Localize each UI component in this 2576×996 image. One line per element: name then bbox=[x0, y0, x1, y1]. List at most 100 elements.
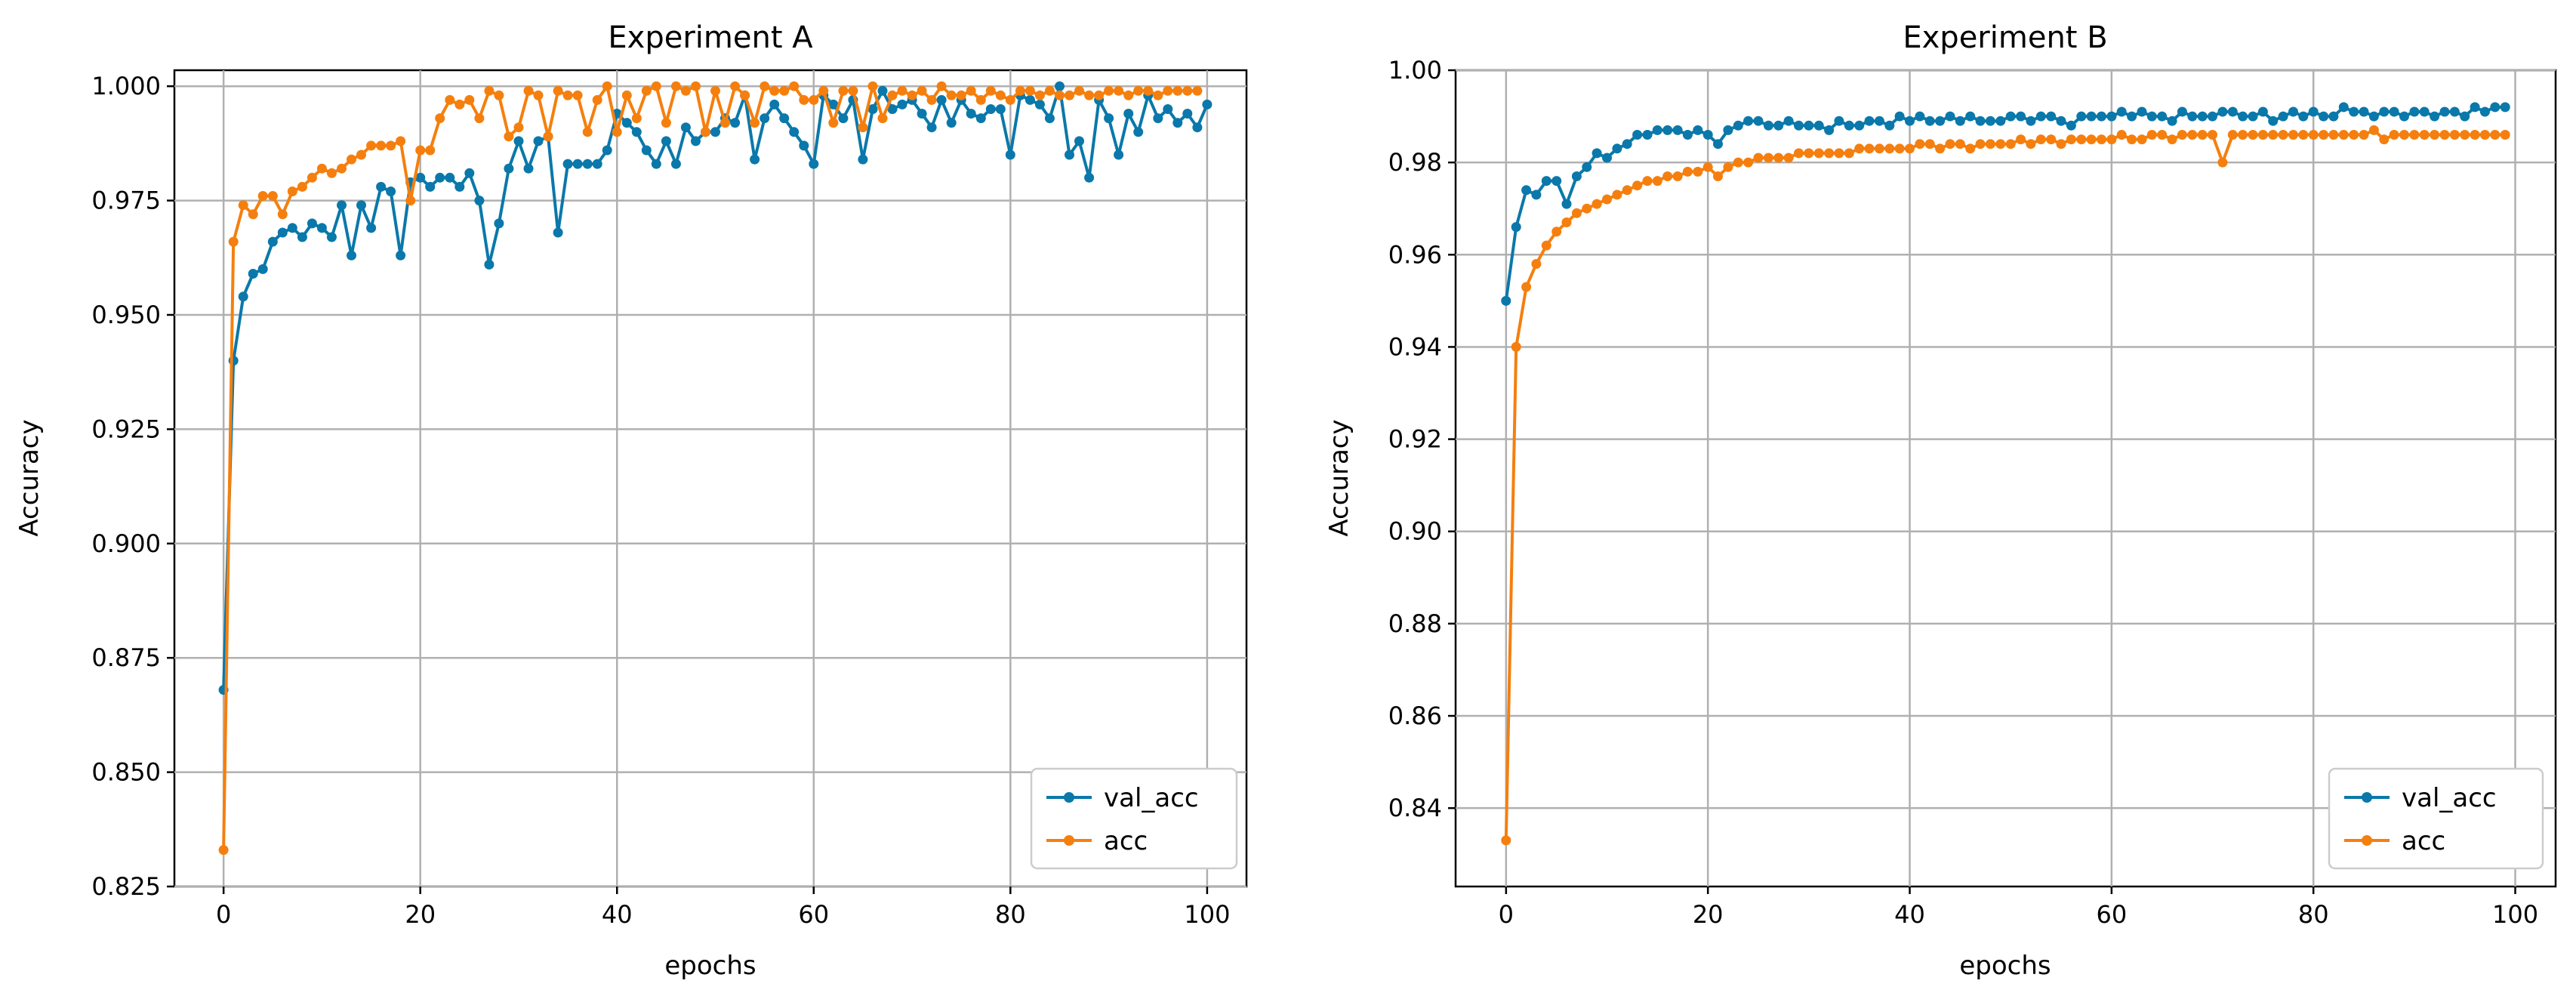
data-point-acc bbox=[218, 845, 229, 856]
data-point-val-acc bbox=[2449, 106, 2460, 117]
data-point-acc bbox=[1844, 148, 1854, 159]
data-point-val-acc bbox=[2137, 106, 2147, 117]
y-tick-label: 0.900 bbox=[91, 529, 161, 558]
data-point-val-acc bbox=[2035, 111, 2046, 122]
data-point-acc bbox=[877, 113, 888, 124]
data-point-acc bbox=[680, 85, 691, 96]
legend-marker-val-acc bbox=[1064, 792, 1074, 803]
data-point-val-acc bbox=[445, 172, 455, 183]
data-point-val-acc bbox=[1163, 104, 1173, 114]
data-point-val-acc bbox=[750, 154, 760, 165]
x-tick-label: 0 bbox=[1499, 900, 1514, 929]
data-point-val-acc bbox=[553, 227, 563, 238]
data-point-val-acc bbox=[1874, 116, 1884, 126]
data-point-acc bbox=[277, 209, 288, 220]
data-point-val-acc bbox=[1975, 116, 1986, 126]
data-point-acc bbox=[2319, 130, 2329, 140]
data-point-acc bbox=[376, 140, 387, 151]
data-point-val-acc bbox=[297, 232, 307, 242]
data-point-val-acc bbox=[2056, 116, 2066, 126]
chart-experiment-b: 0 20 40 60 80 100 0.84 0.86 0.88 0.90 0.92 0.94 0.96… bbox=[1324, 20, 2557, 981]
data-point-val-acc bbox=[828, 99, 839, 109]
y-tick-label: 0.92 bbox=[1388, 425, 1442, 454]
data-point-acc bbox=[2328, 130, 2339, 140]
y-tick-label: 0.94 bbox=[1388, 332, 1442, 361]
data-point-val-acc bbox=[936, 94, 947, 105]
data-point-val-acc bbox=[730, 118, 741, 128]
data-point-val-acc bbox=[1133, 127, 1144, 137]
data-point-val-acc bbox=[670, 159, 681, 169]
legend-label-val-acc: val_acc bbox=[1104, 783, 1199, 813]
data-point-val-acc bbox=[2116, 106, 2127, 117]
data-point-val-acc bbox=[2490, 102, 2501, 113]
data-point-val-acc bbox=[1172, 118, 1183, 128]
data-point-val-acc bbox=[2227, 106, 2238, 117]
y-tick-label: 1.000 bbox=[91, 72, 161, 100]
data-point-val-acc bbox=[2389, 106, 2399, 117]
data-point-acc bbox=[464, 94, 475, 105]
data-point-acc bbox=[1044, 85, 1055, 96]
data-point-acc bbox=[238, 200, 248, 211]
data-point-val-acc bbox=[464, 168, 475, 178]
data-point-val-acc bbox=[1834, 116, 1844, 126]
data-point-val-acc bbox=[1561, 199, 1572, 209]
data-point-acc bbox=[1652, 176, 1662, 187]
data-point-acc bbox=[1743, 157, 1754, 168]
data-point-val-acc bbox=[1773, 120, 1784, 131]
data-point-acc bbox=[612, 127, 622, 137]
data-point-acc bbox=[2349, 130, 2359, 140]
data-point-val-acc bbox=[2349, 106, 2359, 117]
data-point-acc bbox=[445, 94, 455, 105]
data-point-acc bbox=[1055, 90, 1065, 100]
data-point-acc bbox=[1824, 148, 1835, 159]
data-point-val-acc bbox=[2470, 102, 2480, 113]
data-point-acc bbox=[1924, 139, 1935, 150]
data-point-acc bbox=[1905, 143, 1915, 154]
data-point-acc bbox=[2217, 157, 2228, 168]
data-point-acc bbox=[1084, 90, 1095, 100]
data-point-acc bbox=[867, 81, 878, 91]
data-point-acc bbox=[2208, 130, 2217, 140]
data-point-acc bbox=[1884, 143, 1895, 154]
axes: 0 20 40 60 80 100 0.825 0.850 0.875 0.900 0.925 0.9… bbox=[91, 72, 1230, 929]
data-point-acc bbox=[651, 81, 661, 91]
data-point-acc bbox=[838, 85, 849, 96]
data-point-val-acc bbox=[975, 113, 986, 124]
data-point-acc bbox=[966, 85, 976, 96]
data-point-acc bbox=[799, 94, 809, 105]
axes: 0 20 40 60 80 100 0.84 0.86 0.88 0.90 0.92 0.94 0.96… bbox=[1388, 56, 2538, 929]
data-point-val-acc bbox=[1672, 125, 1683, 135]
data-point-val-acc bbox=[523, 163, 534, 174]
data-point-val-acc bbox=[1995, 116, 2006, 126]
data-point-val-acc bbox=[2268, 116, 2279, 126]
data-point-val-acc bbox=[1713, 139, 1723, 150]
data-point-acc bbox=[228, 236, 239, 247]
data-point-val-acc bbox=[2288, 106, 2298, 117]
data-point-val-acc bbox=[1114, 150, 1124, 160]
data-point-acc bbox=[1005, 94, 1015, 105]
data-point-acc bbox=[2278, 130, 2288, 140]
series-group bbox=[218, 81, 1213, 856]
data-point-acc bbox=[1511, 341, 1521, 352]
data-point-acc bbox=[1094, 90, 1105, 100]
data-point-val-acc bbox=[641, 145, 652, 156]
data-point-acc bbox=[425, 145, 436, 156]
data-point-acc bbox=[1955, 139, 1965, 150]
data-point-val-acc bbox=[1924, 116, 1935, 126]
data-point-acc bbox=[1025, 85, 1035, 96]
data-point-acc bbox=[631, 113, 642, 124]
data-point-acc bbox=[1182, 85, 1193, 96]
data-point-val-acc bbox=[1844, 120, 1854, 131]
data-point-val-acc bbox=[2127, 111, 2137, 122]
data-point-val-acc bbox=[484, 259, 495, 270]
data-point-val-acc bbox=[1682, 130, 1693, 140]
data-point-acc bbox=[670, 81, 681, 91]
data-point-acc bbox=[2167, 134, 2177, 145]
data-point-val-acc bbox=[386, 187, 396, 196]
data-point-acc bbox=[316, 163, 327, 174]
data-point-acc bbox=[1582, 203, 1592, 214]
data-point-val-acc bbox=[887, 104, 898, 114]
data-point-val-acc bbox=[1025, 94, 1035, 105]
legend-label-acc: acc bbox=[2402, 826, 2445, 856]
data-point-val-acc bbox=[1813, 120, 1824, 131]
